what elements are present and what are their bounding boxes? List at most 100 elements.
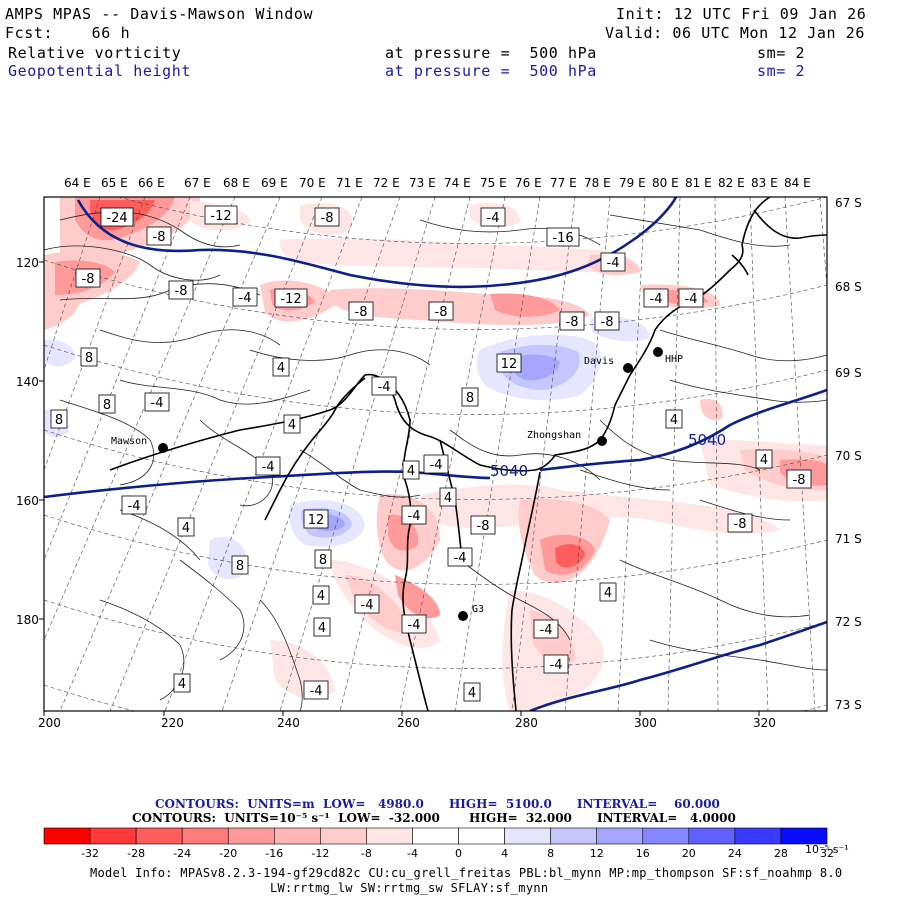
vorticity-label-box	[255, 456, 281, 476]
vorticity-label: -4	[540, 623, 553, 638]
vorticity-label: 8	[55, 413, 63, 428]
vorticity-label-box	[559, 311, 585, 331]
colorbar-units: 10⁻⁵ s⁻¹	[805, 843, 849, 856]
vorticity-label-box	[312, 585, 330, 605]
colorbar-tick: -28	[127, 847, 146, 860]
vorticity-label-box	[231, 555, 249, 575]
station-label-davis: Davis	[584, 356, 614, 367]
vorticity-label-box	[463, 682, 481, 702]
vorticity-label: -4	[128, 499, 141, 514]
vorticity-label: 4	[468, 686, 476, 701]
vorticity-label-box	[594, 311, 620, 331]
lat-label: 67 S	[835, 196, 862, 210]
height-labels: 5040 5040	[490, 431, 726, 480]
lon-label: 67 E	[184, 176, 211, 190]
vorticity-label: -8	[355, 305, 368, 320]
colorbar-swatch	[320, 827, 367, 845]
field2-level: at pressure = 500 hPa	[385, 62, 597, 80]
lon-label: 65 E	[101, 176, 128, 190]
vorticity-label-box	[75, 268, 101, 288]
vorticity-label: 8	[466, 391, 474, 406]
vorticity-label: -4	[262, 460, 275, 475]
graticule	[44, 197, 827, 711]
lon-label: 77 E	[550, 176, 577, 190]
init-time: Init: 12 UTC Fri 09 Jan 26	[616, 5, 867, 23]
vorticity-label-box	[146, 226, 172, 246]
vorticity-label-box	[121, 495, 147, 515]
colorbar-tick: 16	[635, 847, 650, 860]
colorbar-swatch	[89, 827, 137, 845]
vorticity-label-box	[546, 227, 580, 247]
vorticity-labels: -24 -12 -8 -8 -4 -16 -8 -4 -12 -8 -8 -8 -4 -8 -4 -4 -8 8 8…	[50, 205, 812, 702]
vorticity-label: 4	[604, 586, 612, 601]
lat-label: 71 S	[835, 532, 862, 546]
vorticity-label-box	[204, 205, 238, 225]
vorticity-label: -8	[601, 315, 614, 330]
vorticity-label: 12	[308, 513, 325, 528]
lon-label: 82 E	[718, 176, 745, 190]
lat-label: 70 S	[835, 449, 862, 463]
lon-label: 74 E	[444, 176, 471, 190]
vorticity-label: 4	[277, 361, 285, 376]
vorticity-label-box	[543, 654, 569, 674]
vorticity-label: -8	[566, 315, 579, 330]
colorbar-tick: -24	[173, 847, 192, 860]
coastline	[109, 197, 827, 711]
vorticity-label-box	[533, 619, 559, 639]
vorticity-label: -4	[361, 598, 374, 613]
colorbar-tick: 0	[455, 847, 463, 860]
colorbar-tick: -32	[81, 847, 100, 860]
vorticity-label: -8	[153, 230, 166, 245]
x-tick: 260	[397, 716, 420, 730]
height-label: 5040	[688, 431, 726, 449]
lon-label: 79 E	[619, 176, 646, 190]
lat-label: 68 S	[835, 280, 862, 294]
vorticity-label: -4	[685, 292, 698, 307]
x-tick: 280	[515, 716, 538, 730]
axis-tick-marks	[39, 261, 760, 716]
vorticity-label-box	[168, 280, 194, 300]
vorticity-label: 4	[444, 491, 452, 506]
vorticity-label-box	[600, 252, 626, 272]
vorticity-label: -4	[151, 396, 164, 411]
vorticity-label: -8	[321, 211, 334, 226]
vorticity-label: 8	[103, 398, 111, 413]
vorticity-label-box	[100, 207, 134, 227]
vorticity-label: -4	[430, 458, 443, 473]
vorticity-label-box	[314, 207, 340, 227]
x-tick: 220	[161, 716, 184, 730]
vorticity-label-box	[144, 392, 170, 412]
vorticity-label: -4	[550, 658, 563, 673]
vorticity-label: -8	[175, 284, 188, 299]
plot-title: AMPS MPAS -- Davis-Mawson Window	[5, 5, 314, 23]
colorbar-tick: -12	[311, 847, 330, 860]
colorbar-swatch	[734, 827, 782, 845]
colorbar-tick: 24	[727, 847, 742, 860]
station-dot-davis	[623, 363, 633, 373]
vorticity-label: -12	[210, 209, 231, 224]
vorticity-label-box	[428, 301, 454, 321]
vorticity-label: -4	[408, 618, 421, 633]
vorticity-label: -8	[435, 305, 448, 320]
vorticity-label: 4	[670, 413, 678, 428]
vorticity-label-box	[313, 617, 331, 637]
field2-name: Geopotential height	[8, 62, 191, 80]
vorticity-label: 8	[236, 559, 244, 574]
vorticity-label-box	[348, 301, 374, 321]
height-contours	[44, 197, 827, 711]
lon-label: 70 E	[299, 176, 326, 190]
vorticity-label-box	[303, 680, 329, 700]
vorticity-label: 4	[182, 521, 190, 536]
lon-label: 76 E	[515, 176, 542, 190]
vorticity-label: 4	[178, 677, 186, 692]
station-dot-hhp	[653, 347, 663, 357]
lon-label: 68 E	[223, 176, 250, 190]
vorticity-label-box	[786, 469, 812, 489]
y-tick: 140	[16, 375, 39, 389]
vorticity-label-box	[303, 509, 329, 529]
vorticity-label-box	[173, 673, 191, 693]
model-info-line2: LW:rrtmg_lw SW:rrtmg_sw SFLAY:sf_mynn	[270, 881, 549, 895]
vorticity-label-box	[80, 347, 98, 367]
vorticity-label: -8	[734, 517, 747, 532]
lon-label: 72 E	[373, 176, 400, 190]
